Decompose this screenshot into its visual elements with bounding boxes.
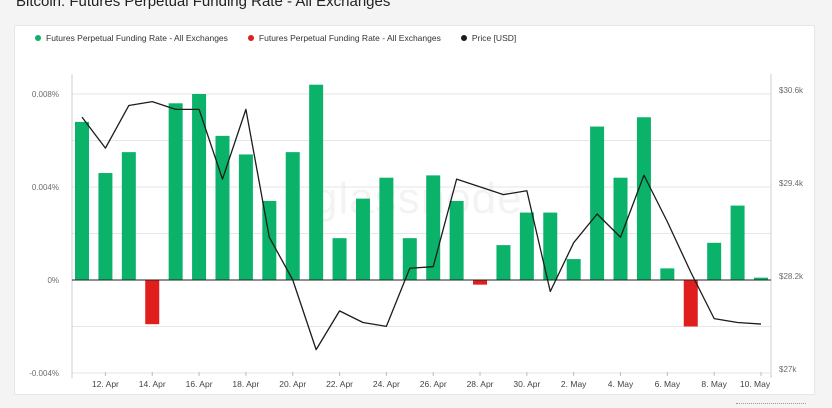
legend-label: Futures Perpetual Funding Rate - All Exc…	[258, 33, 441, 43]
legend-label: Price [USD]	[471, 33, 517, 43]
y-right-tick-label: $27k	[779, 365, 797, 374]
legend-label: Futures Perpetual Funding Rate - All Exc…	[46, 33, 228, 43]
x-tick-label: 14. Apr	[139, 379, 166, 389]
funding-rate-bar	[730, 205, 745, 280]
funding-rate-bar	[449, 200, 464, 280]
funding-rate-bar	[543, 212, 558, 280]
funding-rate-bar	[309, 84, 324, 280]
funding-rate-bar	[683, 280, 698, 327]
y-left-tick-label: -0.004%	[29, 369, 59, 378]
funding-rate-bar	[754, 277, 768, 280]
funding-rate-bar	[496, 245, 511, 280]
page-title: Bitcoin: Futures Perpetual Funding Rate …	[16, 0, 391, 10]
x-tick-label: 4. May	[608, 379, 634, 389]
funding-rate-bar	[192, 94, 207, 280]
funding-rate-bar	[566, 259, 581, 280]
funding-rate-bar	[75, 121, 89, 281]
funding-rate-bar	[145, 280, 160, 325]
x-tick-label: 20. Apr	[279, 379, 306, 389]
x-tick-label: 26. Apr	[420, 379, 447, 389]
funding-rate-bar	[168, 103, 183, 280]
x-tick-label: 10. May	[740, 379, 771, 389]
legend-item-funding-positive[interactable]: Futures Perpetual Funding Rate - All Exc…	[35, 33, 228, 43]
legend-item-funding-negative[interactable]: Futures Perpetual Funding Rate - All Exc…	[247, 33, 441, 43]
funding-rate-bar	[121, 152, 136, 280]
chart-legend: Futures Perpetual Funding Rate - All Exc…	[35, 33, 516, 43]
funding-rate-bar	[660, 268, 675, 280]
legend-dot-red	[247, 35, 254, 41]
bottom-decoration	[736, 403, 806, 408]
funding-rate-bar	[285, 152, 300, 280]
chart-card: glassnode Futures Perpetual Funding Rate…	[14, 25, 815, 395]
y-right-tick-label: $28.2k	[779, 272, 804, 281]
legend-dot-green	[35, 35, 41, 41]
y-left-tick-label: 0.008%	[32, 90, 59, 99]
funding-rate-bar	[590, 126, 605, 280]
chart-svg: -0.004% 0% 0.004% 0.008% $27k $28.2k $29.4k $30…	[29, 74, 804, 389]
watermark: glassnode	[313, 174, 523, 224]
funding-rate-bar	[473, 280, 488, 285]
x-tick-label: 18. Apr	[232, 379, 259, 389]
funding-rate-bar	[98, 173, 113, 280]
funding-rate-bar	[636, 117, 651, 280]
price-line	[81, 100, 762, 351]
funding-rate-bar	[215, 135, 230, 280]
y-right-tick-label: $29.4k	[779, 179, 804, 188]
funding-rate-bar	[707, 242, 722, 280]
funding-rate-bar	[402, 238, 417, 280]
y-right-tick-label: $30.6k	[779, 86, 804, 95]
x-tick-label: 8. May	[701, 379, 727, 389]
y-left-tick-label: 0%	[47, 276, 59, 285]
x-tick-label: 30. Apr	[513, 379, 540, 389]
x-tick-label: 2. May	[561, 379, 587, 389]
x-tick-label: 12. Apr	[92, 379, 119, 389]
funding-rate-bar	[379, 177, 394, 280]
x-tick-label: 24. Apr	[373, 379, 400, 389]
x-tick-label: 16. Apr	[186, 379, 213, 389]
funding-rate-bar	[519, 212, 534, 280]
x-tick-label: 28. Apr	[467, 379, 494, 389]
x-tick-label: 6. May	[655, 379, 681, 389]
funding-rate-bar	[332, 238, 347, 280]
funding-rate-bar	[613, 177, 628, 280]
legend-item-price[interactable]: Price [USD]	[460, 33, 517, 43]
funding-rate-bar	[355, 198, 370, 280]
y-left-tick-label: 0.004%	[32, 183, 59, 192]
x-tick-label: 22. Apr	[326, 379, 353, 389]
legend-dot-black	[460, 35, 467, 41]
funding-rate-bar	[238, 154, 253, 280]
